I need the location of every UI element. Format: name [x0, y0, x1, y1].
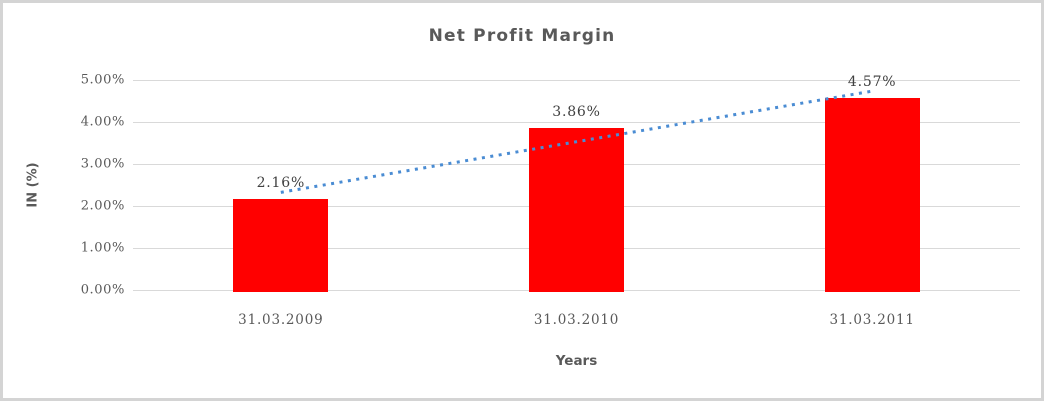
- y-tick-label: 1.00%: [80, 240, 125, 256]
- x-tick-label: 31.03.2011: [829, 312, 915, 328]
- y-tick-label: 3.00%: [80, 156, 125, 172]
- x-tick-label: 31.03.2010: [533, 312, 620, 328]
- y-tick-label: 0.00%: [80, 282, 125, 298]
- chart-area: Net Profit Margin IN (%) 0.00% 1.00% 2.00%…: [3, 3, 1041, 398]
- y-tick-label: 2.00%: [80, 198, 125, 214]
- y-tick-label: 4.00%: [80, 114, 125, 130]
- bar: [233, 199, 329, 292]
- data-label: 4.57%: [847, 74, 897, 91]
- chart-title: Net Profit Margin: [428, 26, 616, 46]
- y-tick-label: 5.00%: [80, 72, 125, 88]
- bar: [824, 98, 920, 292]
- x-tick-label: 31.03.2009: [238, 312, 324, 328]
- data-label: 2.16%: [256, 175, 306, 192]
- gridline: [133, 80, 1020, 81]
- bar: [529, 127, 624, 292]
- x-axis-title: Years: [555, 353, 598, 369]
- data-label: 3.86%: [552, 103, 601, 120]
